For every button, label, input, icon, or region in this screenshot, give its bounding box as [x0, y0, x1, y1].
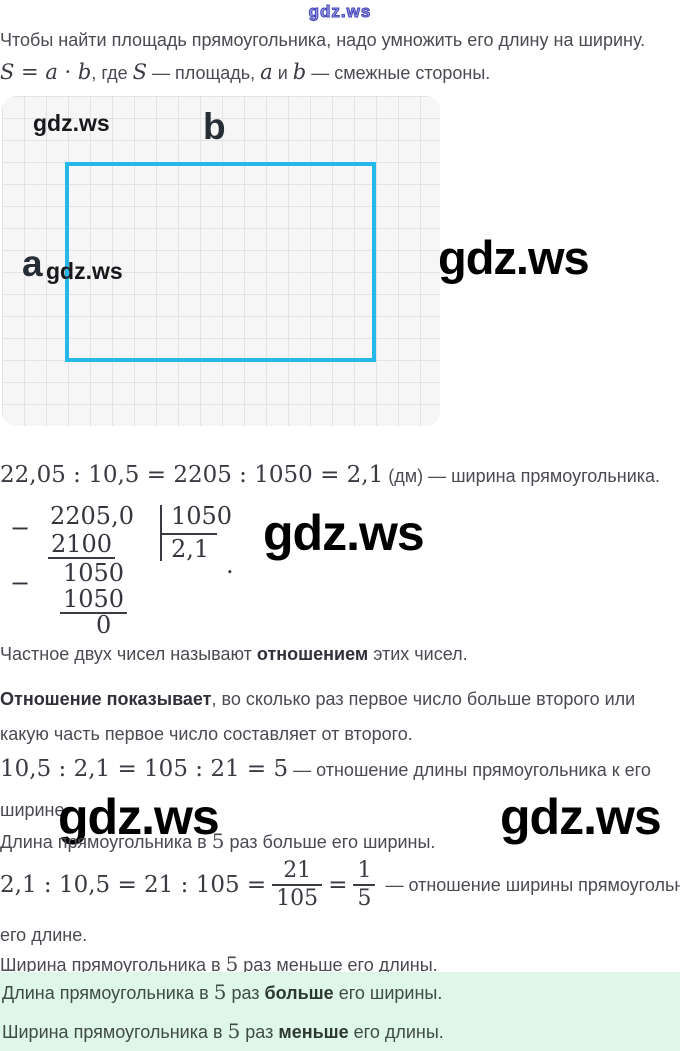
site-watermark-top: gdz.ws: [308, 2, 372, 22]
watermark-mid-left: gdz.ws: [58, 789, 220, 845]
answer-2-text-3: его длины.: [348, 1022, 444, 1042]
width-ratio-line: 2,1 : 10,5 = 21 : 105 = 21 105 = 1 5 — о…: [0, 858, 680, 912]
division-minus-2: −: [10, 569, 31, 597]
division-dividend: 2205,0: [50, 502, 134, 530]
rectangle-shape: [65, 162, 376, 362]
answer-2-number: 5: [227, 1019, 241, 1043]
length-ratio-line-2: ширине.: [0, 800, 70, 820]
formula-expression: S = a · b: [0, 60, 92, 84]
fraction-1-5: 1 5: [353, 858, 376, 912]
answer-2-bold: меньше: [278, 1022, 349, 1042]
answer-2-text-2: раз: [240, 1022, 279, 1042]
division-quotient: 2,1: [171, 535, 210, 563]
area-formula-line: S = a · b, где S — площадь, a и b — смеж…: [0, 60, 490, 84]
width-calc-text: — ширина прямоугольника.: [423, 466, 661, 486]
width-ratio-text: — отношение ширины прямоугольника к: [385, 874, 680, 895]
width-calculation-line: 22,05 : 10,5 = 2205 : 1050 = 2,1 (дм) — …: [0, 462, 660, 488]
width-calc-math: 22,05 : 10,5 = 2205 : 1050 = 2,1: [0, 462, 384, 488]
ratio-def-text-2: этих чисел.: [368, 644, 468, 664]
division-quotient-bar: [161, 533, 217, 535]
answer-2-text-1: Ширина прямоугольника в: [2, 1022, 228, 1042]
width-ratio-equals: =: [328, 872, 348, 898]
width-stmt-number: 5: [225, 952, 239, 976]
side-b-label: b: [203, 106, 226, 147]
ratio-meaning-line-1: Отношение показывает, во сколько раз пер…: [0, 689, 635, 710]
ratio-meaning-bold: Отношение показывает: [0, 689, 212, 709]
formula-var-b: b: [292, 60, 307, 84]
fraction-2-numerator: 1: [353, 858, 376, 886]
length-ratio-math: 10,5 : 2,1 = 105 : 21 = 5: [0, 756, 289, 782]
width-stmt-text-2: раз меньше его длины.: [238, 955, 438, 975]
ratio-meaning-line-2: какую часть первое число составляет от в…: [0, 724, 413, 744]
length-stmt-number: 5: [211, 829, 225, 853]
formula-text-3: и: [272, 63, 293, 83]
width-ratio-math: 2,1 : 10,5 = 21 : 105 =: [0, 872, 267, 898]
length-stmt-text-1: Длина прямоугольника в: [0, 832, 212, 852]
watermark-mid-right: gdz.ws: [500, 789, 662, 845]
width-statement: Ширина прямоугольника в 5 раз меньше его…: [0, 952, 438, 976]
division-watermark: gdz.ws: [263, 505, 425, 561]
answer-1-text-2: раз: [226, 983, 265, 1003]
grid-paper-diagram: [2, 96, 440, 426]
answer-box: Длина прямоугольника в 5 раз больше его …: [0, 972, 680, 1051]
answer-1-text-3: его ширины.: [333, 983, 443, 1003]
answer-line-2: Ширина прямоугольника в 5 раз меньше его…: [2, 1019, 444, 1043]
fraction-1-numerator: 21: [272, 858, 323, 886]
ratio-meaning-text-1: , во сколько раз первое число больше вто…: [211, 689, 636, 709]
width-ratio-line-2: его длине.: [0, 925, 88, 945]
division-remainder-2: 0: [96, 611, 112, 639]
division-remainder-1: 1050: [63, 559, 125, 587]
width-calc-unit: (дм): [383, 466, 424, 486]
fraction-2-denominator: 5: [357, 886, 372, 911]
ratio-def-bold: отношением: [256, 644, 369, 664]
division-subtrahend-2: 1050: [60, 586, 128, 614]
formula-var-a: a: [260, 60, 273, 84]
answer-line-1: Длина прямоугольника в 5 раз больше его …: [2, 980, 442, 1004]
diagram-watermark-top: gdz.ws: [33, 110, 110, 136]
rule-text: Чтобы найти площадь прямоугольника, надо…: [0, 30, 646, 50]
length-ratio-text: — отношение длины прямоугольника к его: [288, 760, 651, 780]
division-period: .: [226, 551, 234, 579]
division-divisor: 1050: [171, 502, 233, 530]
length-statement: Длина прямоугольника в 5 раз больше его …: [0, 829, 435, 853]
length-stmt-text-2: раз больше его ширины.: [224, 832, 436, 852]
length-ratio-line: 10,5 : 2,1 = 105 : 21 = 5 — отношение дл…: [0, 756, 651, 782]
division-subtrahend-1: 2100: [48, 531, 116, 559]
fraction-21-105: 21 105: [272, 858, 323, 912]
answer-1-bold: больше: [264, 983, 334, 1003]
width-stmt-text-1: Ширина прямоугольника в: [0, 955, 226, 975]
answer-1-number: 5: [213, 980, 227, 1004]
answer-1-text-1: Длина прямоугольника в: [2, 983, 214, 1003]
ratio-definition: Частное двух чисел называют отношением э…: [0, 644, 468, 665]
side-a-label: a: [22, 243, 43, 284]
diagram-watermark-right: gdz.ws: [438, 231, 590, 284]
formula-text-4: — смежные стороны.: [306, 63, 491, 83]
ratio-def-text-1: Частное двух чисел называют: [0, 644, 257, 664]
diagram-watermark-inner: gdz.ws: [46, 258, 123, 284]
formula-text-2: — площадь,: [147, 63, 261, 83]
formula-text-1: , где: [91, 63, 133, 83]
fraction-1-denominator: 105: [276, 886, 319, 911]
division-minus-1: −: [10, 514, 31, 542]
formula-var-s: S: [132, 60, 147, 84]
